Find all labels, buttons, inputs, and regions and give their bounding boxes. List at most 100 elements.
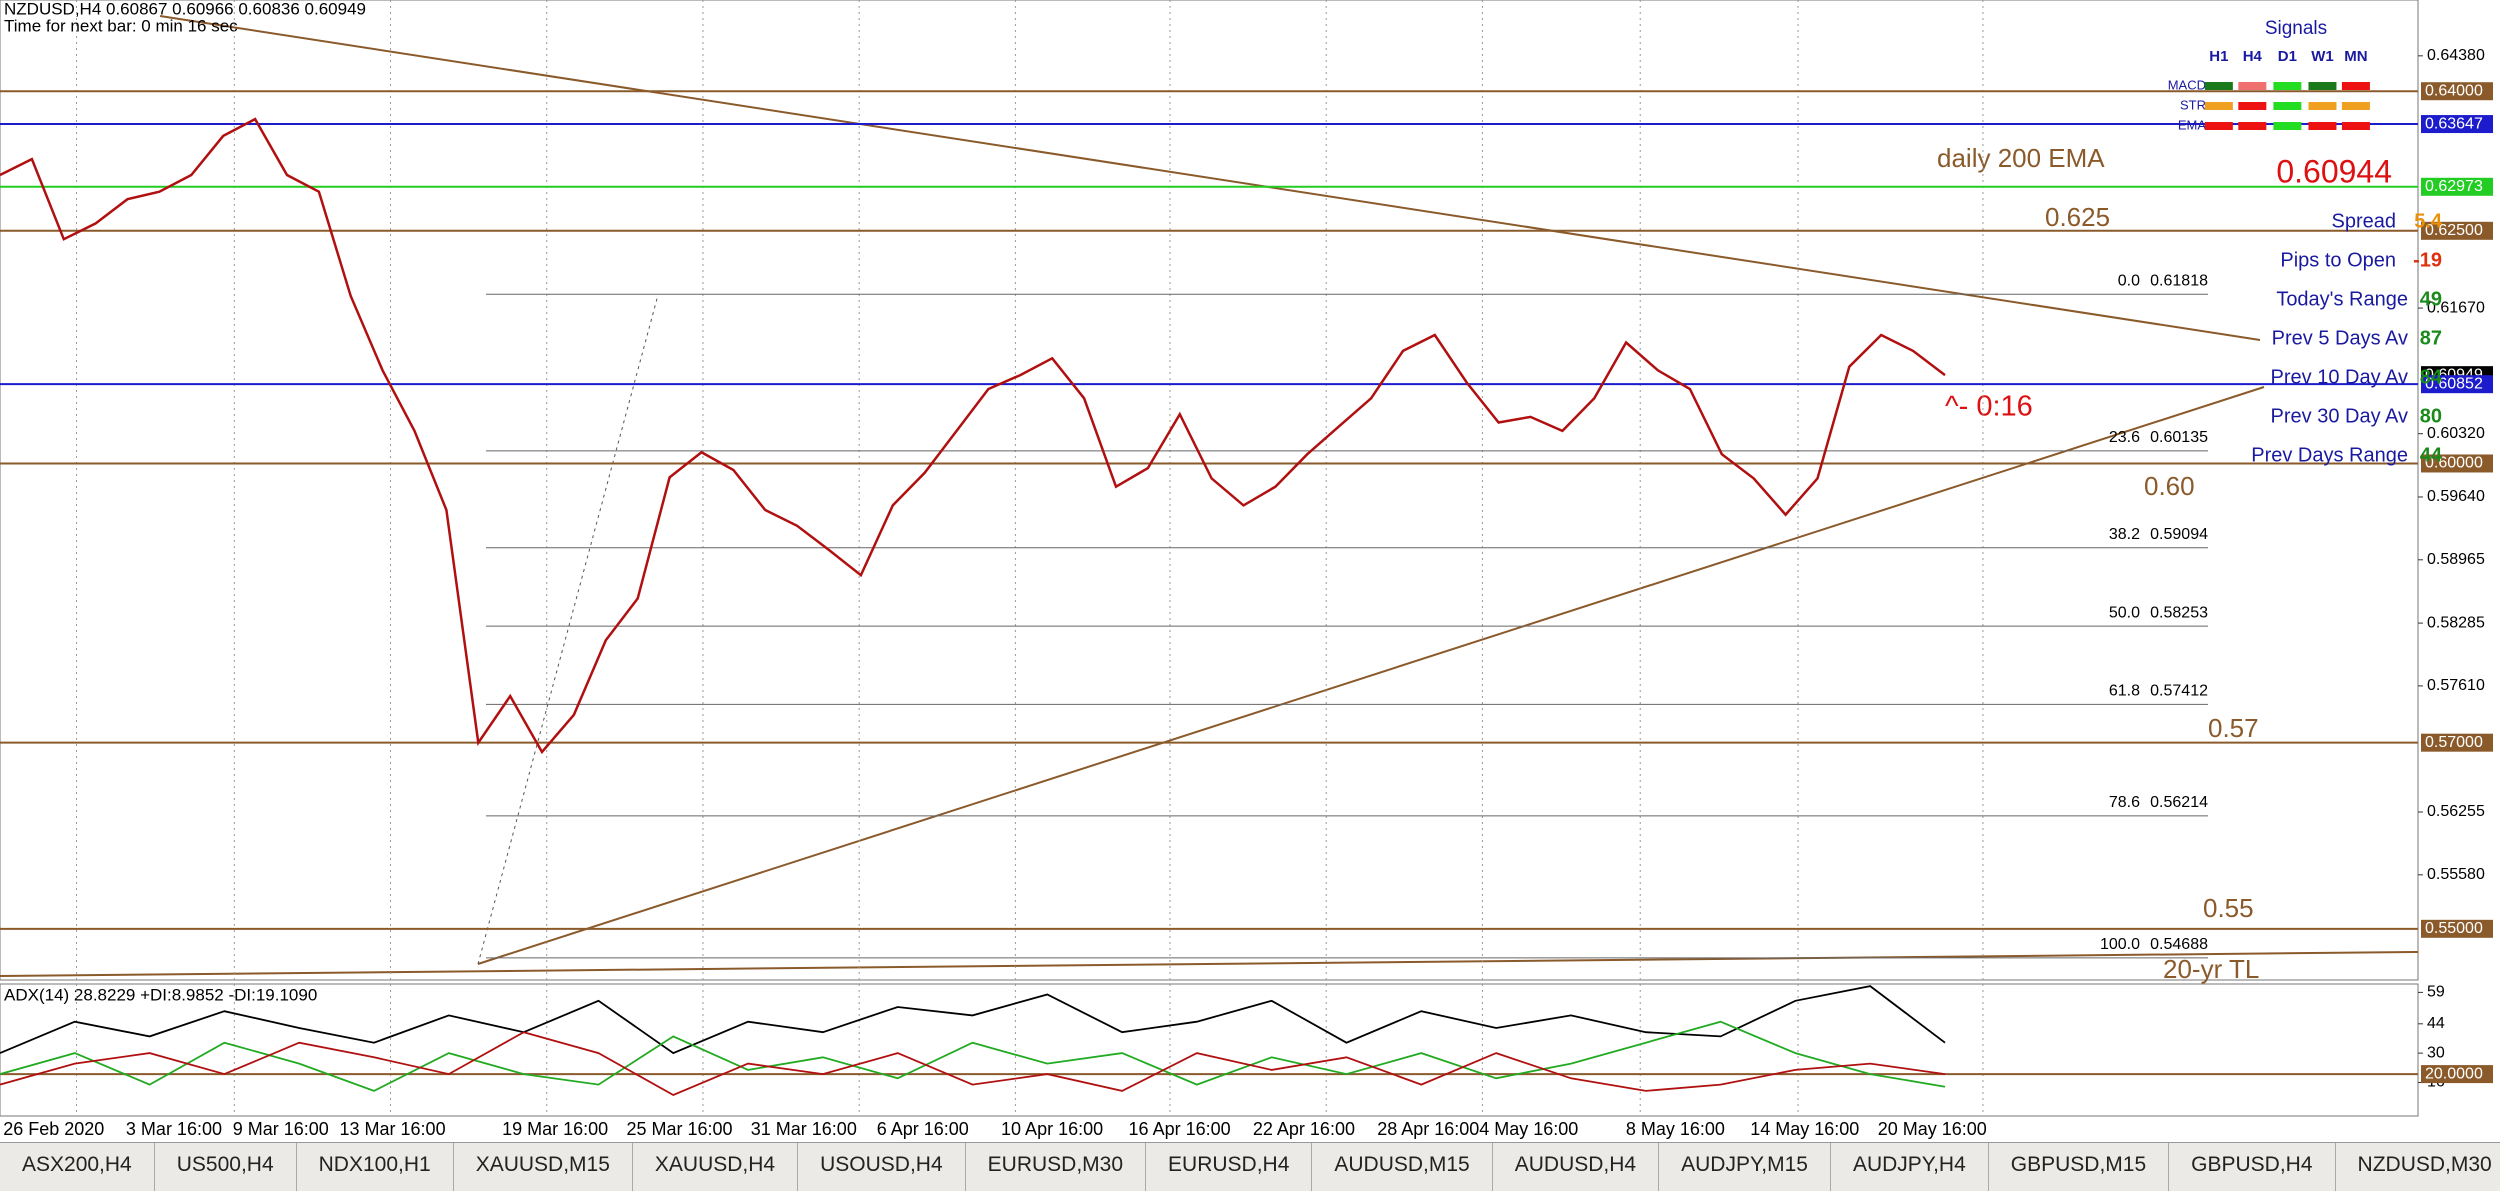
adx-panel: [0, 983, 2419, 1117]
info-value: -19: [2413, 249, 2442, 271]
level-box: [2421, 177, 2493, 196]
signal-cell: [2204, 82, 2233, 90]
chart-tab[interactable]: XAUUSD,H4: [633, 1143, 799, 1191]
signal-cell: [2238, 82, 2267, 90]
level-label: 0.60: [2144, 471, 2195, 501]
y-tick-label: 0.60320: [2427, 425, 2485, 442]
signal-cell: [2273, 102, 2302, 110]
level-box: [2421, 375, 2493, 394]
x-tick-label: 10 Apr 16:00: [1001, 1119, 1103, 1139]
info-label: Pips to Open: [2280, 249, 2396, 271]
signal-col: W1: [2311, 48, 2334, 65]
adx-line: [0, 1020, 1946, 1092]
price-line: [0, 117, 1946, 755]
signal-cell: [2341, 82, 2370, 90]
x-tick-label: 26 Feb 2020: [3, 1119, 104, 1139]
level-box: [2421, 221, 2493, 240]
chart-tab[interactable]: EURUSD,H4: [1146, 1143, 1313, 1191]
chart-tab[interactable]: GBPUSD,M15: [1989, 1143, 2170, 1191]
signal-row: STR: [2180, 97, 2206, 112]
signal-col: H1: [2209, 48, 2228, 65]
level-label: 0.57: [2208, 713, 2259, 743]
y-tick-label: 0.58285: [2427, 614, 2485, 631]
x-tick-label: 31 Mar 16:00: [751, 1119, 857, 1139]
signals-title: Signals: [2265, 18, 2327, 39]
fib-level: 50.0: [2109, 604, 2140, 621]
signal-cell: [2273, 82, 2302, 90]
chart-tab[interactable]: AUDJPY,M15: [1659, 1143, 1831, 1191]
chart-tab[interactable]: AUDUSD,H4: [1493, 1143, 1660, 1191]
info-value: 49: [2420, 288, 2442, 310]
chart-tab[interactable]: XAUUSD,M15: [454, 1143, 633, 1191]
x-tick-label: 14 May 16:00: [1750, 1119, 1859, 1139]
info-label: Prev 5 Days Av: [2272, 327, 2408, 349]
twenty-year-trendline: [0, 951, 2419, 977]
adx-tick-label: 59: [2427, 984, 2445, 1001]
signal-cell: [2308, 82, 2337, 90]
level-box-label: 0.62500: [2425, 222, 2483, 239]
x-tick-label: 9 Mar 16:00: [233, 1119, 329, 1139]
fib-level: 78.6: [2109, 794, 2140, 811]
signal-cell: [2273, 122, 2302, 130]
chart-tab[interactable]: EURUSD,M30: [966, 1143, 1147, 1191]
level-box-label: 0.64000: [2425, 82, 2483, 99]
info-label: Today's Range: [2276, 288, 2408, 310]
bid-price: 0.60944: [2276, 153, 2392, 189]
chart-tab[interactable]: AUDJPY,H4: [1831, 1143, 1989, 1191]
y-tick-label: 0.61670: [2427, 299, 2485, 316]
chart-tab[interactable]: ASX200,H4: [0, 1143, 155, 1191]
level-box: [2421, 733, 2493, 752]
signal-col: H4: [2243, 48, 2263, 65]
x-tick-label: 13 Mar 16:00: [340, 1119, 446, 1139]
x-tick-label: 8 May 16:00: [1626, 1119, 1725, 1139]
adx-tick-label: 44: [2427, 1015, 2445, 1032]
signal-cell: [2341, 102, 2370, 110]
signal-cell: [2204, 102, 2233, 110]
chart-tab[interactable]: GBPUSD,H4: [2169, 1143, 2336, 1191]
signal-cell: [2308, 122, 2337, 130]
y-tick-label: 0.57610: [2427, 677, 2485, 694]
x-tick-label: 19 Mar 16:00: [502, 1119, 608, 1139]
up-trendline: [477, 386, 2265, 965]
x-tick-label: 28 Apr 16:00: [1377, 1119, 1479, 1139]
x-tick-label: 3 Mar 16:00: [126, 1119, 222, 1139]
countdown: ^- 0:16: [1945, 391, 2033, 423]
fib-level: 100.0: [2100, 936, 2140, 953]
fib-price: 0.61818: [2150, 272, 2208, 289]
level-box-label: 0.60000: [2425, 455, 2483, 472]
y-tick-label: 0.55580: [2427, 866, 2485, 883]
y-tick-label: 0.58965: [2427, 551, 2485, 568]
chart-tab[interactable]: AUDUSD,M15: [1312, 1143, 1493, 1191]
level-label: 0.625: [2045, 202, 2110, 232]
signal-cell: [2308, 102, 2337, 110]
fib-price: 0.60135: [2150, 429, 2208, 446]
level-box-label: 0.62973: [2425, 178, 2483, 195]
chart-tab[interactable]: NZDUSD,M30: [2336, 1143, 2500, 1191]
chart-tab[interactable]: US500,H4: [155, 1143, 297, 1191]
trendline-label: 20-yr TL: [2163, 954, 2259, 984]
level-box: [2421, 919, 2493, 938]
adx-level-box: [2421, 1065, 2493, 1084]
x-tick-label: 16 Apr 16:00: [1129, 1119, 1231, 1139]
info-label: Prev 10 Day Av: [2271, 366, 2408, 388]
x-tick-label: 20 May 16:00: [1878, 1119, 1987, 1139]
adx-level-label: 20.0000: [2425, 1065, 2483, 1082]
ema-label: daily 200 EMA: [1937, 143, 2105, 173]
chart-tab[interactable]: NDX100,H1: [297, 1143, 454, 1191]
adx-tick-label: 30: [2427, 1044, 2445, 1061]
signal-col: MN: [2344, 48, 2367, 65]
fib-price: 0.59094: [2150, 526, 2208, 543]
info-value: 44: [2420, 444, 2443, 466]
info-label: Prev Days Range: [2251, 444, 2408, 466]
level-label: 0.55: [2203, 893, 2254, 923]
x-tick-label: 22 Apr 16:00: [1253, 1119, 1355, 1139]
chart-tab[interactable]: USOUSD,H4: [798, 1143, 966, 1191]
level-box: [2421, 454, 2493, 473]
level-box-label: 0.63647: [2425, 115, 2483, 132]
down-trendline: [159, 15, 2261, 341]
fib-price: 0.56214: [2150, 794, 2208, 811]
info-label: Spread: [2332, 210, 2397, 232]
level-box: [2421, 82, 2493, 101]
timer-line: Time for next bar: 0 min 16 sec: [4, 16, 238, 35]
x-tick-label: 4 May 16:00: [1479, 1119, 1578, 1139]
